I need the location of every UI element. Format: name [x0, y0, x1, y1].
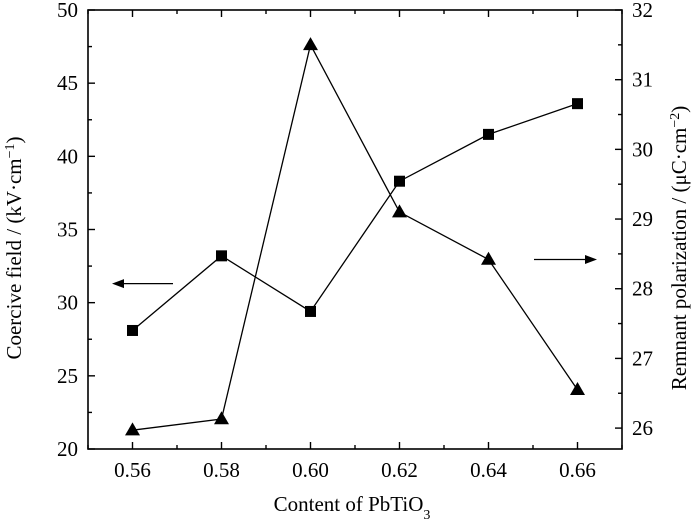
left-axis-title-tail: ): [2, 136, 26, 143]
x-axis-title-main: Content of PbTiO: [274, 492, 424, 516]
x-tick-label: 0.64: [470, 458, 507, 482]
right-y-tick-label: 28: [632, 277, 653, 301]
x-tick-label: 0.66: [559, 458, 596, 482]
x-axis-title: Content of PbTiO3: [274, 492, 431, 520]
right-axis-title-main: Remnant polarization / (μC·cm: [667, 128, 691, 391]
plot-frame: [87, 9, 623, 450]
triangle-marker: [303, 37, 318, 51]
right-y-tick-label: 32: [632, 0, 653, 22]
right-axis-title-tail: ): [667, 106, 691, 113]
left-axis-arrowhead: [112, 279, 124, 289]
x-axis-title-sub: 3: [423, 508, 430, 520]
x-tick-label: 0.56: [114, 458, 151, 482]
left-axis-title-main: Coercive field / (kV·cm: [2, 158, 26, 359]
triangle-marker: [481, 251, 496, 265]
axes-frame: [87, 9, 623, 450]
triangle-marker: [125, 422, 140, 436]
x-tick-label: 0.60: [292, 458, 329, 482]
left-y-tick-label: 45: [57, 71, 78, 95]
triangle-marker: [214, 411, 229, 425]
left-y-tick-label: 20: [57, 437, 78, 461]
right-y-tick-label: 29: [632, 207, 653, 231]
right-axis-title: Remnant polarization / (μC·cm−2): [667, 106, 691, 391]
axis-ticks: [87, 9, 623, 450]
square-marker: [127, 324, 138, 336]
data-series: [125, 37, 585, 436]
right-y-tick-label: 27: [632, 346, 653, 370]
left-y-tick-label: 25: [57, 364, 78, 388]
right-y-tick-label: 26: [632, 416, 653, 440]
right-y-tick-label: 31: [632, 68, 653, 92]
square-marker: [483, 128, 494, 140]
triangle-marker: [570, 382, 585, 396]
right-axis-title-sup: −2: [668, 113, 683, 128]
square-marker: [216, 250, 227, 262]
square-marker: [305, 305, 316, 317]
left-y-tick-label: 35: [57, 218, 78, 242]
right-y-tick-label: 30: [632, 137, 653, 161]
square-marker: [572, 98, 583, 110]
left-y-tick-label: 40: [57, 144, 78, 168]
left-y-tick-label: 30: [57, 291, 78, 315]
triangle-marker: [392, 204, 407, 218]
left-axis-title: Coercive field / (kV·cm−1): [2, 136, 26, 359]
x-tick-label: 0.58: [203, 458, 240, 482]
left-axis-title-sup: −1: [3, 143, 18, 158]
axis-arrows: [112, 254, 597, 289]
square-marker: [394, 175, 405, 187]
left-y-tick-label: 50: [57, 0, 78, 22]
right-axis-arrowhead: [585, 254, 597, 264]
tick-labels: 0.56 0.58 0.60 0.62 0.64 0.66 20 25 30 35 40 45 50 26…: [57, 0, 653, 482]
square-series-line: [132, 103, 578, 331]
x-tick-label: 0.62: [381, 458, 418, 482]
triangle-series-line: [132, 43, 579, 431]
